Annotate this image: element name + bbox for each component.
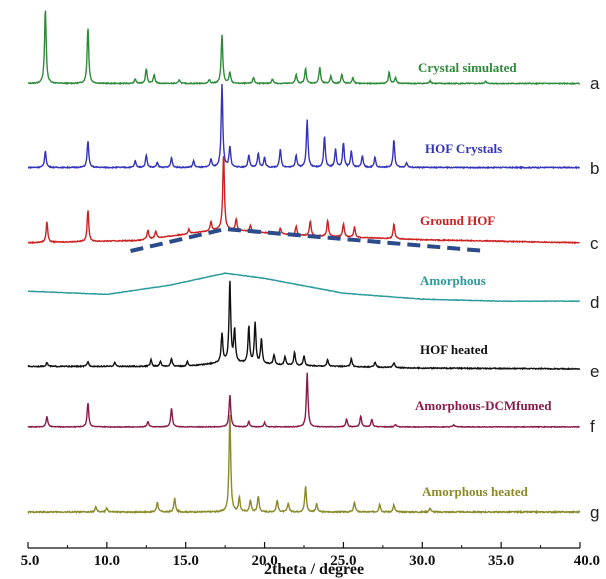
series-line-c	[27, 156, 580, 245]
panel-letter-e: e	[590, 362, 599, 381]
panel-letter-d: d	[590, 293, 599, 312]
x-tick-label: 35.0	[488, 553, 514, 569]
x-tick-label: 20.0	[251, 553, 277, 569]
series-a: Crystal simulated a	[27, 10, 600, 93]
x-tick-label: 10.0	[94, 553, 120, 569]
series-line-f	[27, 372, 580, 429]
x-tick-label: 40.0	[574, 553, 600, 569]
series-label-b: HOF Crystals	[425, 141, 502, 156]
series-label-a: Crystal simulated	[418, 60, 517, 75]
panel-letter-a: a	[590, 74, 600, 93]
series-label-g: Amorphous heated	[422, 484, 529, 499]
x-axis-title: 2theta / degree	[264, 561, 364, 578]
series-line-a	[27, 10, 581, 86]
panel-letter-c: c	[590, 234, 599, 253]
series-label-e: HOF heated	[420, 342, 489, 357]
panel-letter-b: b	[590, 159, 599, 178]
series-line-e	[27, 280, 581, 371]
series-line-b	[27, 83, 580, 170]
x-tick-label: 30.0	[409, 553, 435, 569]
series-c: Ground HOF c	[27, 156, 599, 253]
series-line-g	[27, 414, 581, 515]
series-line-d	[27, 272, 581, 303]
panel-letter-f: f	[590, 417, 595, 436]
x-tick-label: 5.0	[21, 553, 40, 569]
series-f: Amorphous-DCMfumed f	[27, 372, 595, 436]
series-e: HOF heated e	[27, 280, 599, 381]
panel-letter-g: g	[590, 503, 599, 522]
amorphous-hump-guide	[130, 226, 486, 253]
x-axis: 5.0 10.0 15.0 20.0 25.0 30.0 35.0 40.0 2theta /…	[21, 542, 600, 578]
series-d: Amorphous d	[27, 272, 599, 312]
series-label-c: Ground HOF	[420, 213, 495, 228]
x-tick-label: 15.0	[173, 553, 199, 569]
x-tick-label: 25.0	[330, 553, 356, 569]
x-axis-ticks: 5.0 10.0 15.0 20.0 25.0 30.0 35.0 40.0	[21, 542, 600, 569]
series-b: HOF Crystals b	[27, 83, 599, 178]
series-label-d: Amorphous	[420, 273, 486, 288]
series-g: Amorphous heated g	[27, 414, 599, 522]
series-label-f: Amorphous-DCMfumed	[415, 398, 552, 413]
